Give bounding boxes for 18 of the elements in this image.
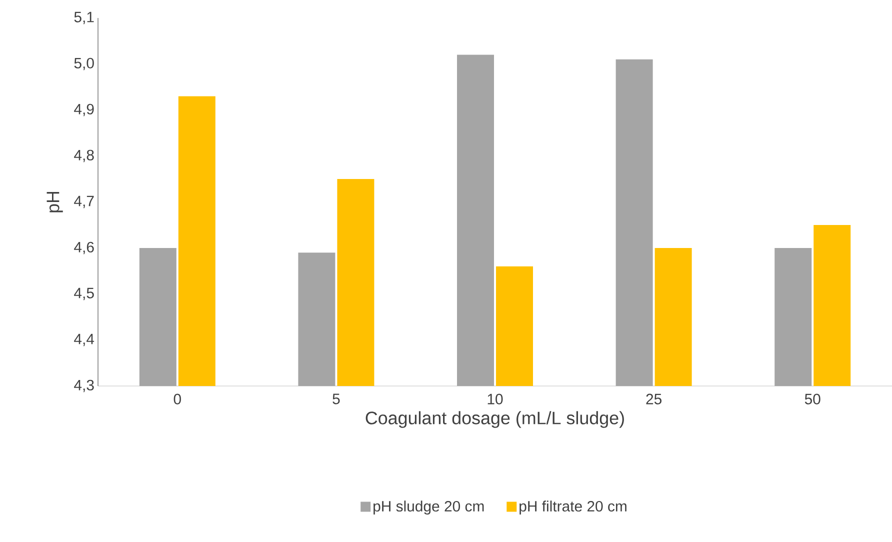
x-tick-label: 10 — [488, 394, 503, 404]
x-tick-label: 25 — [646, 394, 662, 404]
y-tick-label: 4,6 — [74, 242, 94, 254]
y-tick-label: 4,4 — [74, 334, 94, 346]
legend-label: pH filtrate 20 cm — [520, 500, 626, 515]
x-tick-label: 5 — [332, 394, 340, 404]
y-tick-label: 4,7 — [74, 196, 94, 208]
x-tick-label: 0 — [174, 394, 181, 404]
y-tick-label: 4,3 — [74, 380, 94, 392]
y-tick-label: 5,1 — [74, 12, 94, 24]
legend-label: pH sludge 20 cm — [374, 500, 484, 515]
y-tick-label: 5,0 — [74, 58, 94, 70]
x-axis-title: Coagulant dosage (mL/L sludge) — [366, 411, 624, 428]
y-axis-title: pH — [46, 192, 63, 212]
y-tick-label: 4,8 — [74, 150, 94, 162]
x-tick-label: 50 — [804, 394, 820, 404]
y-tick-label: 4,5 — [74, 288, 94, 300]
y-tick-label: 4,9 — [74, 104, 94, 116]
